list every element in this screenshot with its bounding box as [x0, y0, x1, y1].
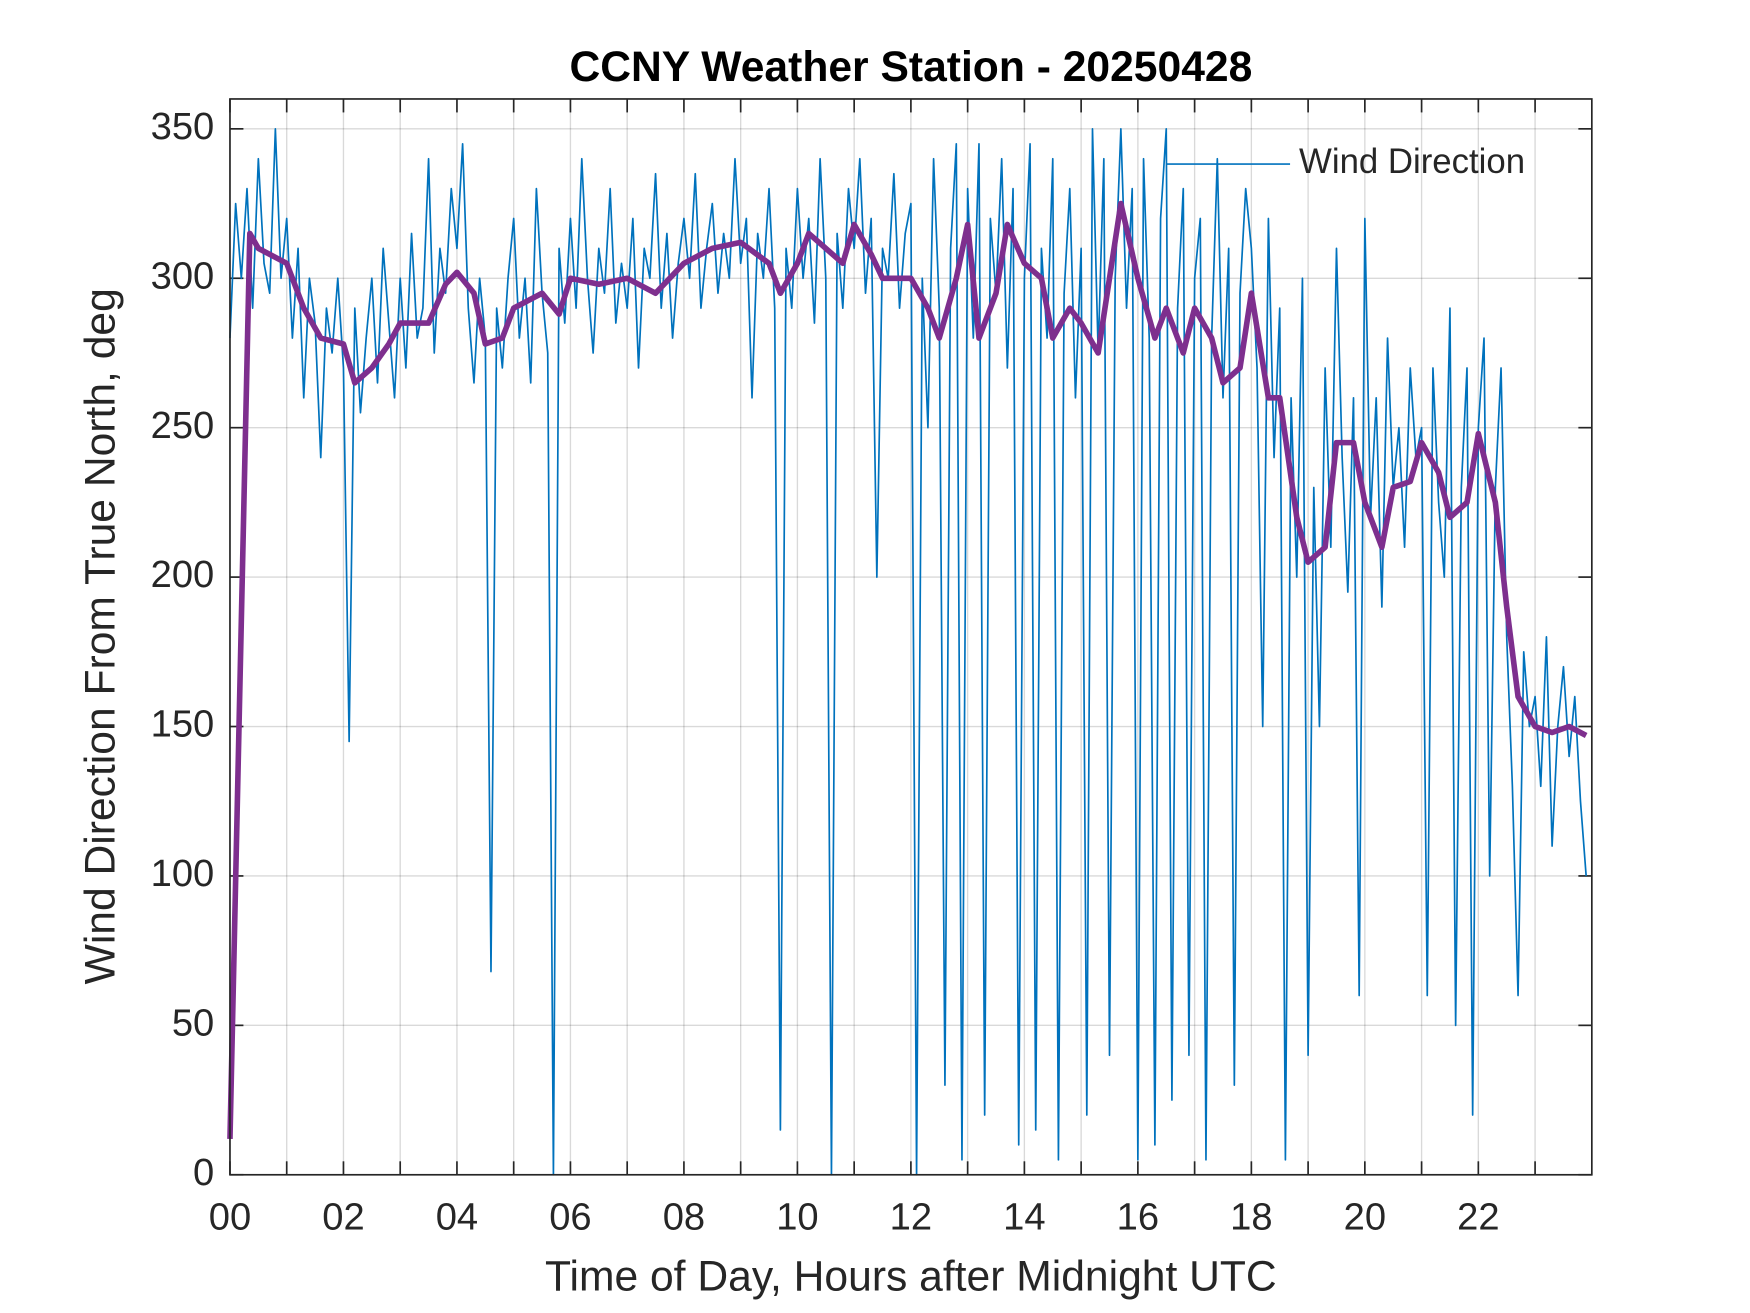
y-axis-label: Wind Direction From True North, deg — [76, 288, 124, 984]
data-line — [229, 128, 1587, 1176]
y-tick-label: 250 — [151, 404, 215, 447]
x-axis-label: Time of Day, Hours after Midnight UTC — [545, 1252, 1277, 1300]
y-tick-label: 350 — [151, 105, 215, 148]
x-tick-label: 14 — [1003, 1196, 1045, 1239]
y-tick-label: 50 — [172, 1001, 214, 1044]
x-tick-label: 18 — [1230, 1196, 1272, 1239]
x-tick-label: 22 — [1457, 1196, 1499, 1239]
x-tick-label: 06 — [549, 1196, 591, 1239]
y-tick-label: 100 — [151, 852, 215, 895]
y-tick-label: 150 — [151, 703, 215, 746]
x-tick-label: 10 — [776, 1196, 818, 1239]
data-line — [227, 200, 1588, 1139]
y-tick-label: 0 — [193, 1151, 214, 1194]
y-tick-label: 300 — [151, 254, 215, 297]
x-tick-label: 04 — [436, 1196, 478, 1239]
chart-title: CCNY Weather Station - 20250428 — [569, 43, 1252, 91]
legend-label: Wind Direction — [1299, 143, 1525, 181]
x-tick-label: 00 — [209, 1196, 251, 1239]
x-tick-label: 16 — [1117, 1196, 1159, 1239]
x-tick-label: 20 — [1344, 1196, 1386, 1239]
y-tick-label: 200 — [151, 553, 215, 596]
axes-box — [229, 98, 1593, 1176]
x-tick-label: 02 — [322, 1196, 364, 1239]
x-tick-label: 08 — [663, 1196, 705, 1239]
x-tick-label: 12 — [890, 1196, 932, 1239]
